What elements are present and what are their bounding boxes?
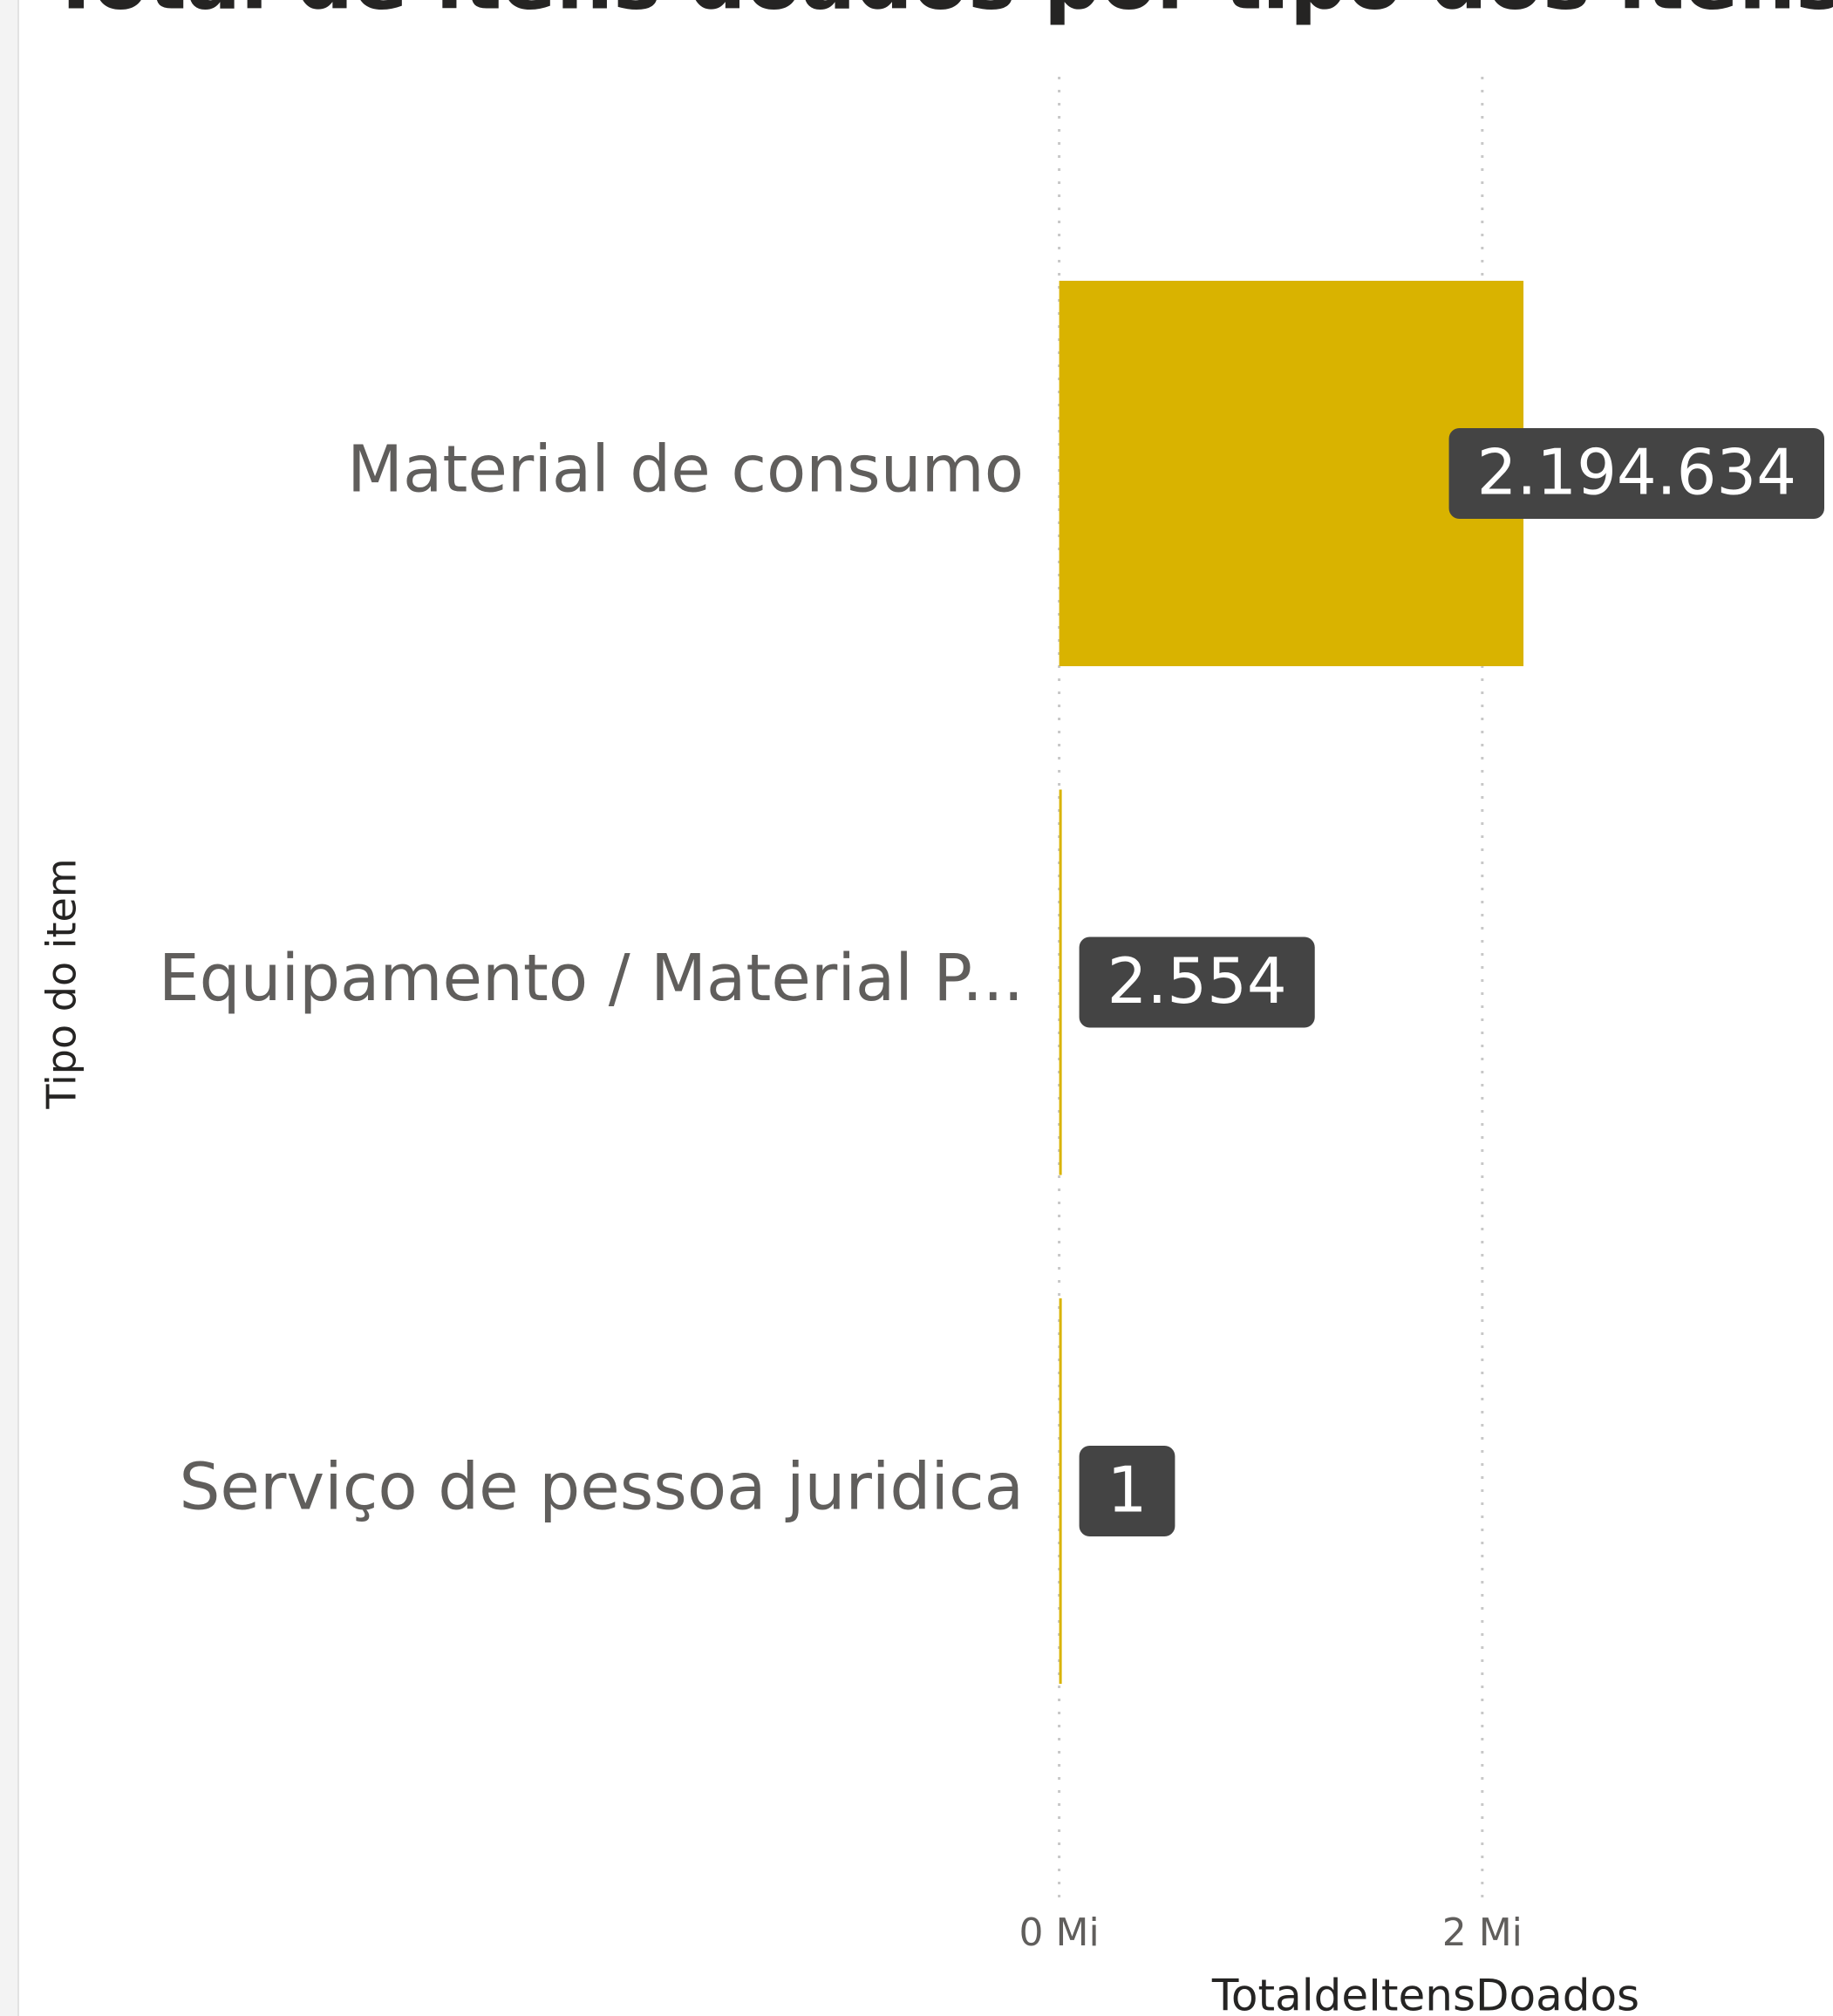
data-label-box — [1079, 936, 1315, 1028]
side-border — [0, 0, 18, 2016]
y-tick-label: Equipamento / Material P... — [159, 941, 1024, 1016]
chart-title: Total de itens doados por tipo dos itens — [49, 0, 1833, 27]
bar — [1059, 789, 1062, 1175]
data-label: 2.194.634 — [1477, 436, 1796, 509]
y-tick-label: Serviço de pessoa juridica — [179, 1450, 1024, 1525]
x-axis-title: TotaldeItensDoados — [1211, 1971, 1639, 2016]
data-label-box — [1448, 428, 1824, 519]
data-label-box — [1079, 1446, 1175, 1536]
y-axis-title: Tipo do item — [38, 858, 85, 1109]
y-tick-label: Material de consumo — [347, 432, 1024, 507]
bar — [1059, 1298, 1062, 1684]
data-label: 2.554 — [1107, 944, 1287, 1018]
x-tick-label: 0 Mi — [1019, 1910, 1100, 1955]
x-tick-label: 2 Mi — [1442, 1910, 1523, 1955]
bar — [1059, 281, 1524, 666]
data-label: 1 — [1107, 1454, 1148, 1527]
